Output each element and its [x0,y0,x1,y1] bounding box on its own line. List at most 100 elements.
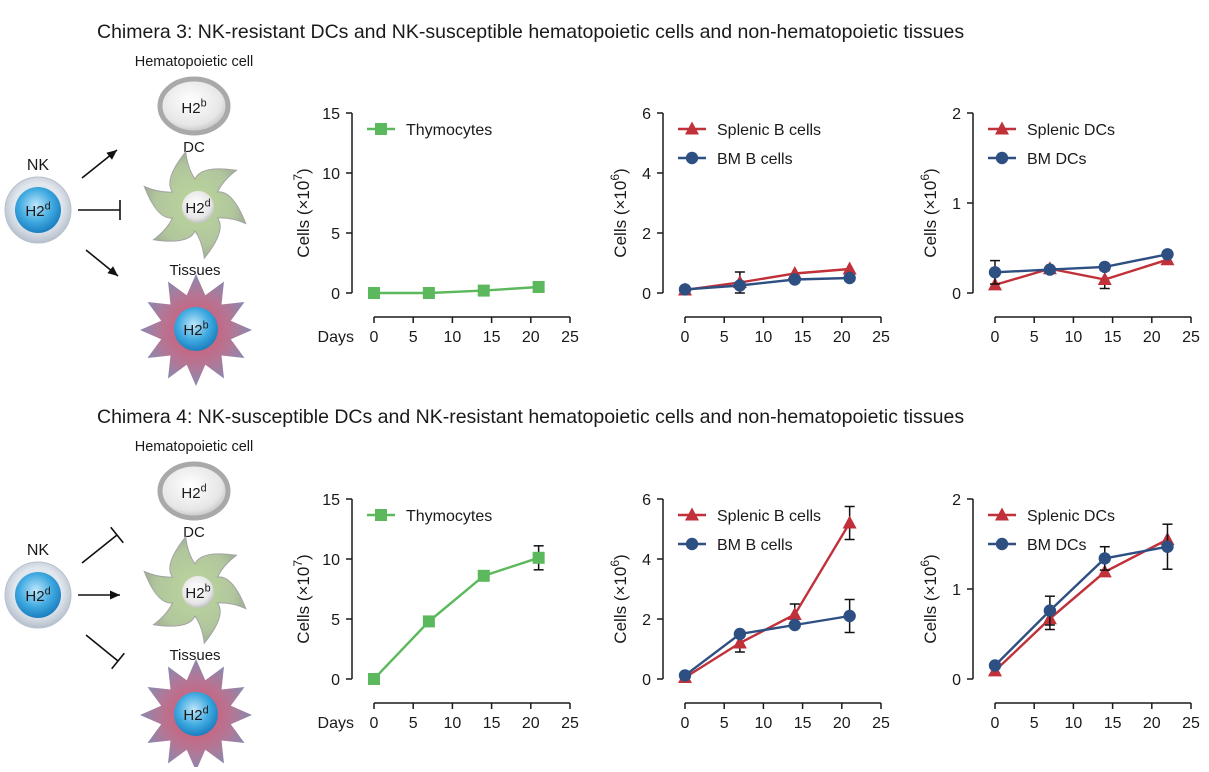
data-point [532,281,545,293]
y-axis-label-text: Cells (×10 [921,181,940,258]
series-line [994,538,1169,672]
y-tick-label: 10 [322,166,340,183]
activation-arrow-icon [107,266,118,276]
x-tick-label: 10 [1065,329,1083,346]
haplotype-superscript: b [203,320,209,332]
x-tick-label: 5 [409,715,418,732]
x-tick-label: 15 [483,715,501,732]
series-line [684,276,850,291]
nk-arrow-3-shaft [85,634,119,662]
inhibition-arrow-icon [110,526,124,544]
y-axis-label-text: Cells (×10 [611,181,630,258]
x-tick-label: 25 [872,329,890,346]
nk-arrow-1-shaft [81,534,118,564]
series-thymocytes: Thymocytes [367,508,545,685]
x-tick-label: 10 [444,329,462,346]
x-tick-label: 5 [720,329,729,346]
data-point [1161,540,1174,553]
hematopoietic-cell-icon [157,76,231,136]
series-bm-dcs: BM DCs [988,523,1174,672]
legend-marker [995,121,1009,135]
x-tick-label: 0 [991,715,1000,732]
nk-label: NK [27,542,50,559]
data-point [678,283,692,296]
diagram-panel-2: Chimera 4: NK-susceptible DCs and NK-res… [4,406,964,771]
x-tick-label: 15 [794,715,812,732]
data-point [1097,272,1112,285]
data-point [988,266,1002,279]
series-splenic-b-cells: Splenic B cells [678,121,857,296]
y-tick-label: 2 [642,612,651,629]
hematopoietic-label: Hematopoietic cell [135,54,253,70]
y-axis-label-exponent: 6 [918,174,932,181]
inhibition-arrow-icon [111,652,125,670]
haplotype-superscript: d [45,586,51,598]
legend-label: Thymocytes [406,508,492,525]
y-axis-label-end: ) [294,554,313,560]
y-tick-label: 2 [952,492,961,509]
legend-marker [685,151,699,165]
tissue-label: Tissues [169,262,220,279]
x-tick-label: 5 [720,715,729,732]
series-splenic-b-cells: Splenic B cells [678,505,857,683]
nk-label: NK [27,157,50,174]
data-point [1097,564,1112,578]
chart-4: 0 5 10 15 0 5 10 15 20 25 Days Cells (×107) Thymocyt… [291,492,579,732]
activation-arrow-icon [110,590,120,600]
legend-marker [375,123,387,135]
data-point [842,261,857,275]
y-axis-label-text: Cells (×10 [294,181,313,258]
x-tick-label: 20 [1143,715,1161,732]
tissue-nucleus [174,307,218,351]
x-tick-label: 5 [1030,715,1039,732]
y-axis-label-exponent: 6 [608,560,622,567]
y-axis-label: Cells (×106) [918,168,940,257]
x-tick-label: 15 [483,329,501,346]
y-axis-label: Cells (×107) [291,554,313,643]
haplotype-base: H2 [25,588,44,605]
x-tick-label: 25 [872,715,890,732]
x-tick-label: 10 [444,715,462,732]
haplotype-superscript: d [45,201,51,213]
x-axis-label: Days [318,715,354,732]
haplotype-superscript: d [201,483,207,495]
data-point [1098,552,1111,565]
data-point [1161,248,1174,261]
x-tick-label: 10 [1065,715,1083,732]
x-tick-label: 5 [409,329,418,346]
data-point [532,551,545,564]
y-tick-label: 4 [642,552,651,569]
dc-nucleus [182,576,214,608]
data-point [1098,260,1111,274]
hematopoietic-haplotype: H2d [181,483,206,502]
y-tick-label: 5 [331,612,340,629]
series-line [684,614,850,677]
tissue-haplotype: H2b [183,320,208,339]
y-tick-label: 2 [952,106,961,123]
x-tick-label: 10 [755,329,773,346]
y-tick-label: 6 [642,106,651,123]
legend-label: Splenic B cells [717,508,821,525]
chart-1: 0 5 10 15 0 5 10 15 20 25 Days Cells (×107) Thymocyt… [291,106,579,346]
series-line [994,253,1168,274]
legend-label: BM DCs [1027,537,1087,554]
data-point [1043,263,1057,276]
legend-marker [685,121,699,135]
data-point [477,284,490,297]
data-point [678,669,692,682]
y-axis-label-exponent: 7 [291,560,305,567]
series-thymocytes: Thymocytes [367,122,545,299]
legend-marker [685,537,699,551]
series-splenic-dcs: Splenic DCs [988,121,1175,291]
legend-label: Thymocytes [406,122,492,139]
data-point [368,287,380,299]
tissue-haplotype: H2d [183,705,208,724]
x-tick-label: 15 [794,329,812,346]
diagram-panel-1: Chimera 3: NK-resistant DCs and NK-susce… [4,21,964,386]
y-axis-label-exponent: 7 [291,174,305,181]
legend-label: Splenic DCs [1027,508,1115,525]
x-tick-label: 0 [991,329,1000,346]
